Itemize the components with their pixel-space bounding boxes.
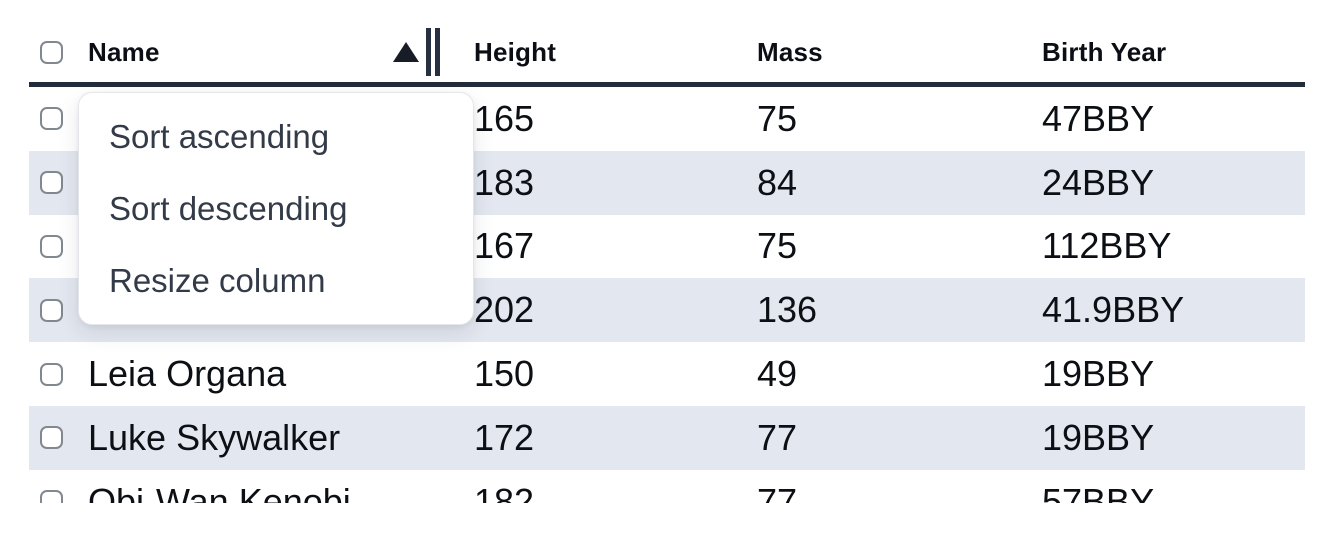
column-resize-handle[interactable] (426, 28, 440, 76)
menu-item-sort-ascending[interactable]: Sort ascending (109, 118, 330, 155)
cell-mass: 84 (757, 161, 798, 203)
table-row: Luke Skywalker 172 77 19BBY (29, 405, 1305, 470)
cell-mass: 77 (757, 480, 798, 503)
row-checkbox[interactable] (40, 362, 63, 386)
column-header-birth-year[interactable]: Birth Year (1042, 36, 1167, 67)
cell-birth-year: 112BBY (1042, 225, 1172, 267)
table-row: Leia Organa 150 49 19BBY (29, 342, 1305, 406)
cell-birth-year: 19BBY (1042, 416, 1155, 458)
cell-birth-year: 41.9BBY (1042, 289, 1185, 331)
table-row: Obi-Wan Kenobi 182 77 57BBY (29, 470, 1305, 503)
row-checkbox[interactable] (40, 107, 63, 131)
menu-item-sort-descending[interactable]: Sort descending (109, 190, 348, 227)
cell-mass: 77 (757, 416, 798, 458)
cell-mass: 49 (757, 353, 798, 395)
cell-height: 202 (474, 289, 535, 331)
sort-ascending-icon (393, 42, 419, 62)
cell-name: Obi-Wan Kenobi (88, 480, 351, 503)
cell-birth-year: 24BBY (1042, 161, 1155, 203)
row-checkbox[interactable] (40, 234, 63, 258)
cell-name: Leia Organa (88, 353, 287, 395)
row-checkbox[interactable] (40, 171, 63, 195)
table-row: 165 75 47BBY (29, 87, 1305, 151)
menu-item-resize-column[interactable]: Resize column (109, 262, 326, 299)
cell-mass: 75 (757, 225, 798, 267)
cell-birth-year: 47BBY (1042, 97, 1155, 139)
table-row: 167 75 112BBY (29, 215, 1305, 279)
cell-height: 150 (474, 353, 535, 395)
cell-height: 182 (474, 480, 535, 503)
cell-mass: 136 (757, 289, 818, 331)
row-checkbox[interactable] (40, 426, 63, 450)
column-header-height[interactable]: Height (474, 36, 557, 67)
cell-name: Luke Skywalker (88, 416, 341, 458)
column-header-name[interactable]: Name (88, 28, 474, 76)
select-all-checkbox[interactable] (40, 40, 63, 64)
cell-height: 183 (474, 161, 535, 203)
cell-height: 172 (474, 416, 535, 458)
cell-height: 167 (474, 225, 535, 267)
cell-birth-year: 19BBY (1042, 353, 1155, 395)
cell-mass: 75 (757, 97, 798, 139)
header-checkbox-cell (29, 40, 88, 64)
cell-birth-year: 57BBY (1042, 480, 1155, 503)
column-header-mass[interactable]: Mass (757, 36, 823, 67)
column-header-name-label: Name (88, 36, 160, 67)
column-header-menu: Sort ascending Sort descending Resize co… (78, 92, 474, 325)
table-header-row: Name Height Mass Birth Year (29, 0, 1305, 87)
cell-height: 165 (474, 97, 535, 139)
row-checkbox[interactable] (40, 490, 63, 503)
row-checkbox[interactable] (40, 298, 63, 322)
